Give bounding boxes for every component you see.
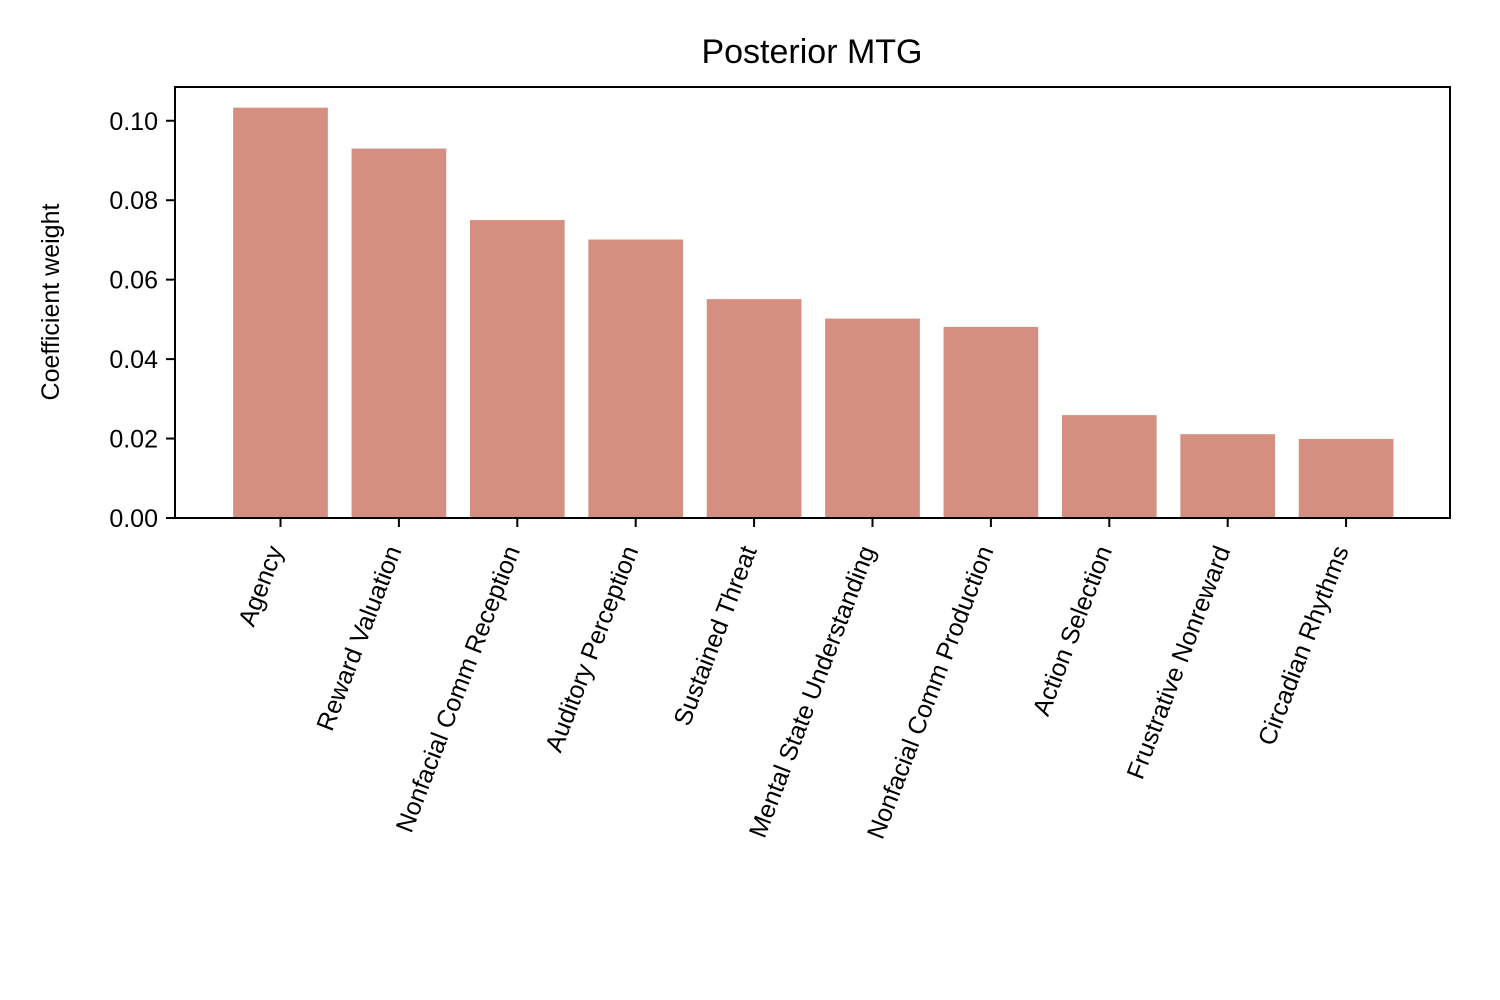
- bar-nonfacial-comm-production: [943, 326, 1039, 518]
- x-tick-label: Mental State Understanding: [744, 542, 881, 841]
- x-tick-label: Reward Valuation: [311, 542, 407, 735]
- bars-layer: [233, 107, 1394, 519]
- y-tick-label: 0.06: [109, 267, 158, 295]
- bar-circadian-rhythms: [1298, 438, 1394, 518]
- bar-auditory-perception: [588, 239, 684, 519]
- x-tick-label: Frustrative Nonreward: [1122, 542, 1237, 783]
- x-tick-label: Nonfacial Comm Reception: [391, 542, 526, 836]
- chart-title: Posterior MTG: [701, 33, 922, 71]
- y-tick-label: 0.04: [109, 346, 158, 374]
- y-tick-label: 0.10: [109, 108, 158, 136]
- bar-sustained-threat: [706, 299, 802, 518]
- bar-frustrative-nonreward: [1180, 434, 1276, 518]
- bar-mental-state-understanding: [825, 318, 920, 518]
- y-axis: 0.00 0.02 0.04 0.06 0.08 0.10: [109, 108, 175, 533]
- x-tick-label: Action Selection: [1028, 542, 1118, 719]
- plot-area-frame: [174, 86, 1451, 519]
- y-axis-label: Coefficient weight: [37, 204, 65, 401]
- x-tick-label: Agency: [233, 542, 289, 630]
- x-tick-label: Auditory Perception: [540, 542, 644, 756]
- y-tick-label: 0.08: [109, 187, 158, 215]
- bar-reward-valuation: [351, 148, 447, 518]
- bar-action-selection: [1061, 415, 1157, 518]
- x-tick-label: Nonfacial Comm Production: [862, 542, 1000, 843]
- y-tick-label: 0.02: [109, 426, 158, 454]
- y-tick-label: 0.00: [109, 505, 158, 533]
- bar-agency: [233, 107, 328, 518]
- x-tick-label: Circadian Rhythms: [1253, 542, 1355, 749]
- x-tick-label: Sustained Threat: [668, 542, 762, 729]
- bar-nonfacial-comm-reception: [469, 220, 565, 518]
